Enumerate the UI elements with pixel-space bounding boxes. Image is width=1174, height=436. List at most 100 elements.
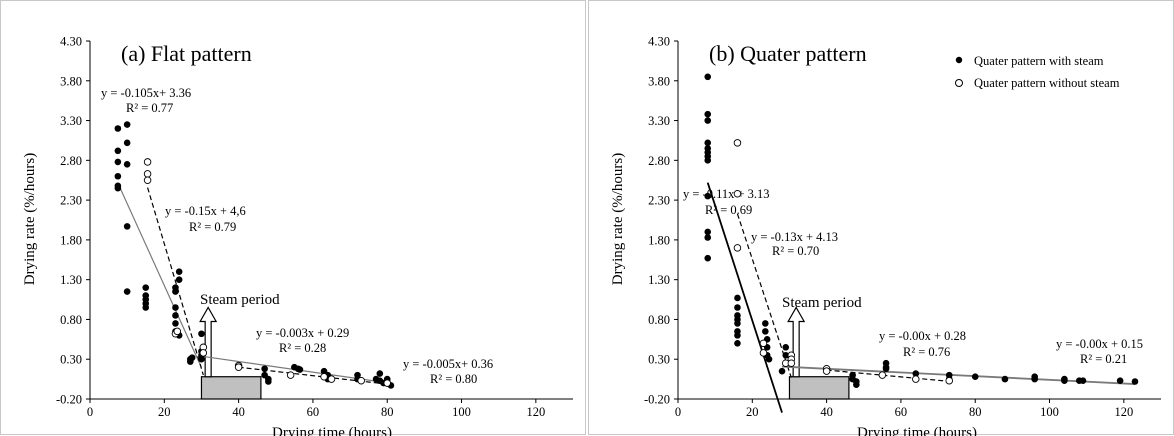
- data-point-open: [733, 244, 742, 252]
- x-tick-label: 0: [675, 405, 681, 419]
- data-point-filled: [114, 147, 122, 155]
- x-tick-label: 100: [1040, 405, 1059, 419]
- data-point-open: [759, 339, 768, 348]
- legend-label-with-steam: Quater pattern with steam: [974, 54, 1104, 68]
- data-point-filled: [704, 117, 712, 124]
- data-point-open: [383, 379, 391, 387]
- fit-r2-3: R² = 0.28: [279, 341, 326, 355]
- fit-r2-2: R² = 0.70: [772, 244, 819, 258]
- data-point-filled: [296, 366, 304, 373]
- y-tick-label: -0.20: [56, 393, 82, 407]
- x-tick-label: 100: [452, 405, 471, 419]
- y-tick-label: 2.80: [648, 154, 670, 168]
- chart-title: (a) Flat pattern: [121, 41, 252, 66]
- data-point-filled: [912, 370, 920, 377]
- x-axis-label: Drying time (hours): [857, 425, 977, 436]
- data-point-filled: [1079, 377, 1087, 385]
- y-tick-label: 2.30: [60, 194, 82, 208]
- data-point-filled: [704, 228, 712, 236]
- data-point-filled: [734, 304, 741, 311]
- y-tick-label: 1.30: [648, 273, 670, 287]
- data-point-open: [945, 376, 953, 385]
- data-point-open: [327, 375, 336, 383]
- fit-equation-3: y = -0.00x + 0.15: [1056, 337, 1143, 351]
- data-point-open: [199, 349, 208, 357]
- data-point-open: [143, 176, 152, 184]
- data-point-filled: [1031, 375, 1038, 383]
- chart-quater-pattern: (b) Quater pattern Drying time (hours) D…: [610, 35, 1161, 436]
- data-point-filled: [734, 294, 741, 302]
- data-point-open: [143, 158, 152, 166]
- trend-line-dashed: [147, 187, 204, 376]
- data-point-filled: [142, 284, 150, 291]
- data-point-open: [912, 375, 920, 383]
- fit-equation-1: y = -0.105x+ 3.36: [101, 86, 191, 100]
- data-point-filled: [704, 139, 712, 147]
- trend-line-solid: [706, 182, 783, 413]
- y-tick-label: 2.30: [648, 194, 670, 208]
- fit-equation-3: y = -0.003x + 0.29: [256, 326, 349, 340]
- data-point-filled: [198, 355, 205, 363]
- fit-r2-4: R² = 0.80: [430, 372, 477, 386]
- y-tick-label: 3.30: [60, 114, 82, 128]
- x-tick-label: 20: [746, 405, 759, 419]
- data-point-filled: [123, 121, 131, 128]
- data-point-filled: [734, 332, 741, 339]
- x-tick-label: 40: [820, 405, 833, 419]
- legend-marker-with-steam: [955, 56, 963, 64]
- data-point-filled: [704, 254, 712, 262]
- data-point-filled: [704, 192, 712, 200]
- y-tick-label: 0.80: [60, 313, 82, 327]
- data-point-filled: [123, 288, 131, 295]
- fit-equation-1: y = -0.11x + 3.13: [683, 187, 770, 201]
- data-point-filled: [188, 354, 196, 361]
- data-point-filled: [198, 330, 205, 338]
- x-tick-label: 80: [381, 405, 394, 419]
- y-axis-label: Drying rate (%/hours): [610, 153, 626, 285]
- trend-line-solid: [117, 182, 203, 368]
- data-point-open: [733, 139, 742, 147]
- y-tick-label: 1.30: [60, 273, 82, 287]
- fit-equation-2: y = -0.13x + 4.13: [751, 230, 838, 244]
- trend-line-dashed: [736, 213, 792, 378]
- fit-equation-4: y = -0.00x + 0.28: [879, 329, 966, 343]
- fit-r2-4: R² = 0.76: [903, 345, 950, 359]
- data-point-open: [143, 170, 152, 178]
- y-tick-label: 2.80: [60, 154, 82, 168]
- x-tick-label: 60: [307, 405, 320, 419]
- data-point-filled: [782, 343, 790, 351]
- data-point-filled: [704, 110, 712, 118]
- data-point-filled: [762, 320, 769, 327]
- x-axis-label: Drying time (hours): [272, 425, 392, 436]
- y-axis-label: Drying rate (%/hours): [22, 153, 38, 285]
- data-point-filled: [175, 268, 183, 276]
- y-tick-label: 0.80: [648, 313, 670, 327]
- y-tick-label: 3.80: [648, 74, 670, 88]
- legend-label-without-steam: Quater pattern without steam: [974, 76, 1120, 90]
- data-point-filled: [734, 340, 741, 347]
- data-point-filled: [114, 125, 122, 132]
- x-tick-label: 0: [87, 405, 93, 419]
- data-point-open: [286, 371, 295, 379]
- x-tick-label: 120: [1114, 405, 1133, 419]
- data-point-open: [878, 371, 887, 379]
- fit-r2-2: R² = 0.79: [189, 220, 236, 234]
- y-tick-label: 1.80: [60, 233, 82, 247]
- data-point-filled: [172, 284, 179, 291]
- chart-panel-flat-pattern: (a) Flat pattern Drying time (hours) Dry…: [0, 0, 586, 436]
- steam-period-label: Steam period: [782, 295, 862, 311]
- y-tick-label: 3.80: [60, 74, 82, 88]
- data-point-filled: [704, 234, 712, 241]
- data-point-filled: [123, 161, 131, 168]
- x-tick-label: 120: [526, 405, 545, 419]
- data-point-filled: [704, 157, 712, 164]
- y-tick-label: 4.30: [648, 35, 670, 49]
- steam-arrow: [199, 306, 218, 378]
- data-point-filled: [172, 320, 179, 327]
- steam-period-box: [788, 376, 850, 400]
- plot-area: -0.20 0.30 0.80 1.30 1.80 2.30 2.80 3.30 3.80 4.3…: [644, 35, 1161, 419]
- x-tick-label: 40: [232, 405, 245, 419]
- data-point-open: [787, 359, 796, 367]
- chart-flat-pattern: (a) Flat pattern Drying time (hours) Dry…: [22, 35, 573, 436]
- data-point-open: [759, 349, 768, 357]
